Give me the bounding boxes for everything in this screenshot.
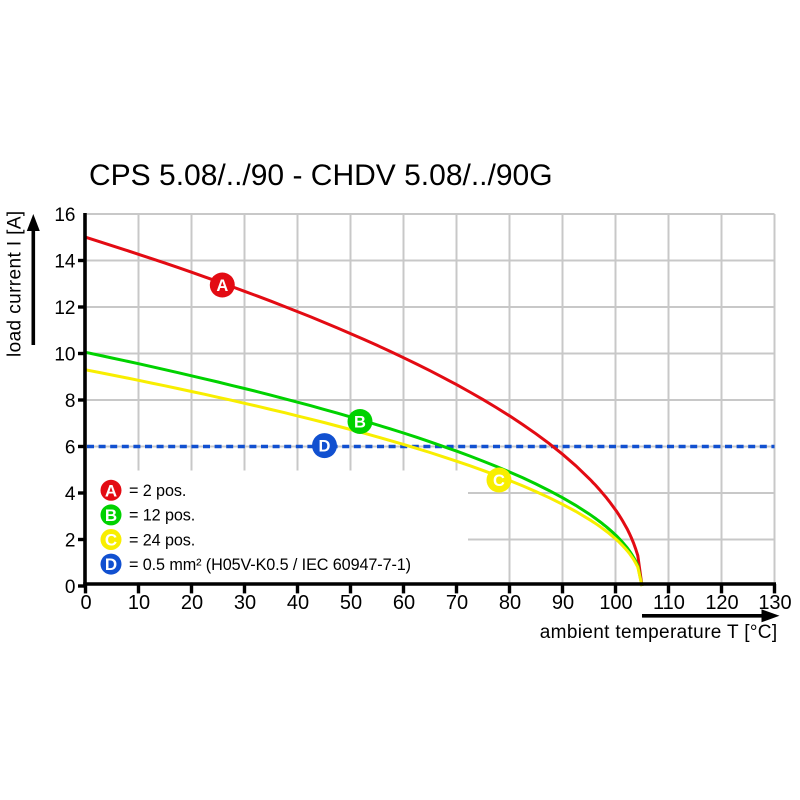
svg-text:= 2 pos.: = 2 pos. (129, 482, 186, 500)
svg-text:D: D (319, 438, 331, 456)
svg-text:50: 50 (340, 592, 362, 614)
svg-text:6: 6 (65, 437, 76, 458)
svg-text:A: A (216, 277, 228, 295)
svg-text:60: 60 (393, 592, 415, 614)
svg-text:B: B (354, 413, 366, 431)
svg-text:130: 130 (758, 592, 791, 614)
svg-text:C: C (493, 472, 505, 490)
svg-text:10: 10 (128, 592, 150, 614)
svg-text:B: B (105, 506, 117, 525)
svg-text:110: 110 (653, 592, 685, 614)
svg-text:ambient temperature T [°C]: ambient temperature T [°C] (540, 622, 778, 643)
svg-text:= 0.5 mm² (H05V-K0.5 / IEC 609: = 0.5 mm² (H05V-K0.5 / IEC 60947-7-1) (129, 556, 411, 574)
svg-text:12: 12 (54, 298, 75, 319)
svg-text:16: 16 (54, 205, 75, 226)
svg-text:= 24 pos.: = 24 pos. (129, 531, 195, 549)
svg-text:2: 2 (65, 530, 76, 551)
svg-text:0: 0 (65, 577, 76, 598)
svg-text:10: 10 (54, 344, 75, 365)
svg-text:load current I [A]: load current I [A] (5, 210, 26, 357)
svg-text:70: 70 (446, 592, 468, 614)
svg-text:100: 100 (599, 592, 632, 614)
svg-text:D: D (105, 555, 117, 574)
svg-text:20: 20 (181, 592, 203, 614)
svg-text:40: 40 (287, 592, 309, 614)
svg-text:4: 4 (65, 484, 76, 505)
svg-text:120: 120 (705, 592, 738, 614)
svg-text:CPS 5.08/../90 - CHDV 5.08/../: CPS 5.08/../90 - CHDV 5.08/../90G (89, 159, 553, 192)
svg-text:A: A (105, 481, 117, 500)
svg-text:14: 14 (54, 251, 76, 272)
svg-text:0: 0 (80, 592, 91, 614)
svg-text:C: C (105, 531, 117, 550)
svg-text:80: 80 (499, 592, 521, 614)
svg-text:90: 90 (552, 592, 574, 614)
svg-text:8: 8 (65, 391, 76, 412)
svg-text:30: 30 (234, 592, 256, 614)
svg-text:= 12 pos.: = 12 pos. (129, 507, 195, 525)
